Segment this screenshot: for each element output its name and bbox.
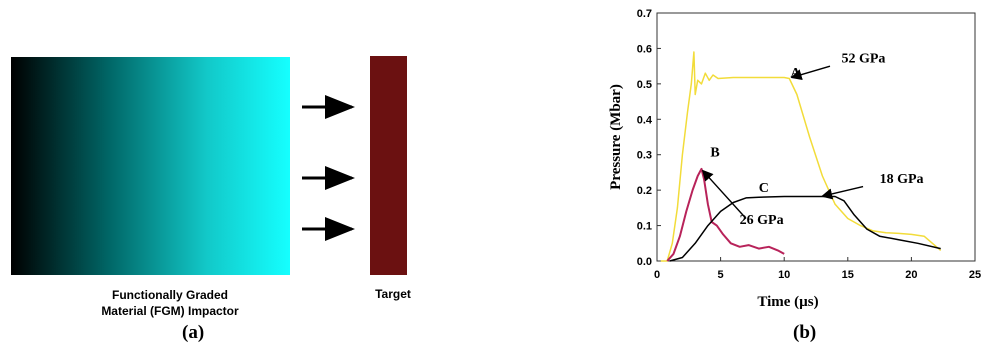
impactor-label: Functionally Graded Material (FGM) Impac…	[40, 287, 300, 319]
y-tick-label: 0.2	[637, 185, 652, 197]
annotation-0: A	[791, 66, 802, 81]
impactor-label-line2: Material (FGM) Impactor	[101, 304, 239, 318]
pointer-26gpa	[701, 169, 747, 219]
annotation-3: 26 GPa	[740, 213, 784, 228]
fgm-impactor	[11, 57, 290, 275]
x-tick-label: 5	[718, 269, 724, 281]
impactor-label-line1: Functionally Graded	[111, 288, 228, 302]
impact-arrows	[302, 95, 355, 241]
pointer-52gpa	[790, 65, 831, 81]
y-tick-label: 0.4	[637, 114, 653, 126]
annotation-5: 18 GPa	[880, 172, 924, 187]
x-tick-label: 25	[969, 269, 981, 281]
chart-series	[660, 51, 942, 262]
pressure-time-chart: 0.0 0.1 0.2 0.3 0.4 0.5 0.6 0.7 0 5 10 15 20 25 A 52 G…	[608, 8, 981, 310]
y-tick-label: 0.3	[637, 150, 652, 162]
x-tick-label: 10	[778, 269, 790, 281]
series-line-c	[669, 195, 941, 262]
plot-frame	[656, 12, 976, 262]
target-plate	[370, 56, 407, 275]
chart-axes: 0.0 0.1 0.2 0.3 0.4 0.5 0.6 0.7 0 5 10 15 20 25	[637, 8, 981, 281]
x-tick-label: 20	[905, 269, 917, 281]
x-tick-label: 0	[654, 269, 660, 281]
series-line-a	[660, 51, 942, 262]
y-tick-label: 0.5	[637, 79, 652, 91]
annotation-1: 52 GPa	[841, 52, 885, 67]
y-tick-label: 0.7	[637, 8, 652, 20]
panel-label-b: (b)	[793, 322, 817, 343]
target-label: Target	[375, 287, 411, 301]
x-tick-label: 15	[842, 269, 854, 281]
y-tick-label: 0.6	[637, 43, 652, 55]
y-axis-label: Pressure (Mbar)	[608, 84, 624, 190]
y-tick-label: 0.0	[637, 256, 652, 268]
y-tick-label: 0.1	[637, 221, 652, 233]
x-axis-label: Time (µs)	[757, 294, 818, 310]
annotation-2: B	[710, 145, 719, 160]
pointer-18gpa	[820, 185, 864, 200]
panel-label-a: (a)	[182, 322, 205, 343]
chart-annotations: A 52 GPa B 26 GPa C 18 GPa	[701, 52, 924, 228]
annotation-4: C	[759, 181, 769, 196]
